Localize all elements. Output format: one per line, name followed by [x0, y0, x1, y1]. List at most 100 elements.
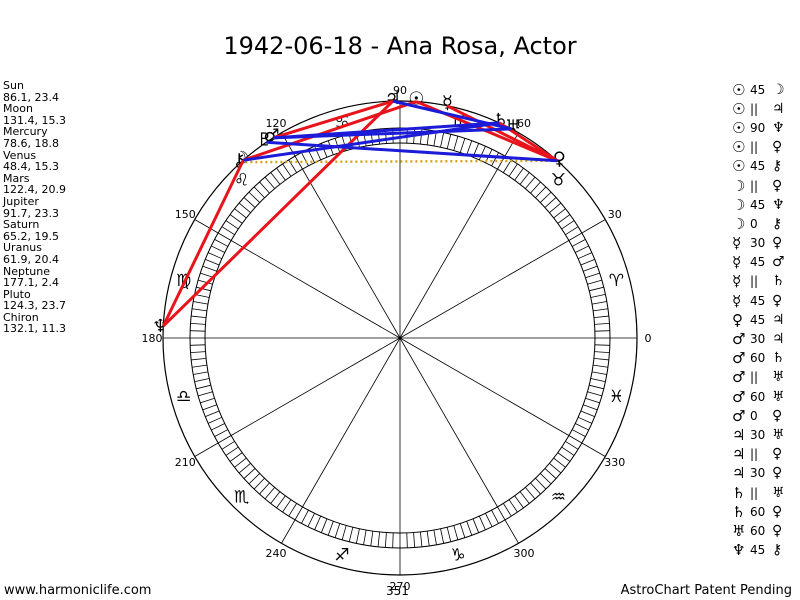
degree-tick [253, 477, 265, 490]
planet-name: Sun [3, 79, 24, 92]
planet-name: Jupiter [3, 194, 39, 208]
degree-tick [453, 525, 459, 540]
aspect-angle: || [750, 370, 759, 385]
aspect-planet-b-glyph: ♃ [772, 100, 785, 117]
aspect-angle: || [750, 274, 759, 289]
aspect-planet-b-glyph: ♄ [772, 273, 785, 290]
degree-tick [508, 499, 518, 513]
aspect-angle: 0 [750, 408, 758, 423]
aspect-planet-a-glyph: ☿ [732, 234, 742, 253]
degree-tick [243, 468, 256, 479]
degree-tick [307, 513, 315, 527]
aspect-planet-a-glyph: ♂ [732, 368, 746, 387]
degree-tick [594, 322, 610, 325]
degree-tick [202, 404, 217, 411]
degree-tick [276, 495, 286, 509]
degree-tick [198, 391, 213, 397]
aspect-row: ♃ 30 ♅ [732, 425, 798, 444]
degree-tick [355, 528, 360, 544]
aspect-line-blue [272, 127, 512, 140]
degree-tick [301, 509, 309, 524]
aspect-angle: || [750, 485, 759, 500]
house-spoke [302, 337, 401, 508]
aspect-planet-b-glyph: ♀ [772, 465, 783, 482]
aspect-row: ☉ 45 ⚷ [732, 157, 798, 176]
aspect-planet-a-glyph: ☉ [732, 157, 746, 176]
degree-tick [535, 186, 547, 199]
aspect-row: ♂ || ♅ [732, 368, 798, 387]
aspect-row: ☽ 0 ⚷ [732, 214, 798, 233]
degree-tick [587, 279, 602, 285]
degree-tick [459, 138, 466, 153]
degree-tick [334, 523, 341, 538]
degree-tick [205, 258, 220, 266]
degree-tick [446, 134, 452, 149]
degree-tick [466, 521, 473, 536]
degree-tick [314, 515, 322, 531]
planet-glyph: ♀ [553, 149, 566, 170]
degree-tick [591, 371, 607, 375]
degree-tick [440, 528, 445, 544]
degree-tick [193, 371, 209, 375]
aspect-planet-b-glyph: ☽ [772, 81, 785, 98]
degree-tick [544, 197, 557, 208]
aspect-planet-b-glyph: ♀ [772, 139, 783, 156]
footer-website: www.harmoniclife.com [4, 583, 152, 598]
aspect-line-red [162, 100, 395, 328]
aspect-planet-b-glyph: ♀ [772, 522, 783, 539]
planet-name: Venus [3, 148, 37, 162]
degree-tick [459, 523, 466, 538]
planet-values: 91.7, 23.3 [3, 206, 59, 220]
aspect-planet-b-glyph: ♅ [772, 369, 785, 386]
degree-label: 330 [604, 456, 625, 469]
aspect-line-blue [266, 140, 558, 163]
aspect-angle: 60 [750, 351, 766, 366]
aspect-planet-b-glyph: ♃ [772, 331, 785, 348]
degree-tick [221, 440, 235, 450]
aspect-angle: 30 [750, 427, 766, 442]
degree-tick [191, 364, 207, 368]
degree-label: 300 [514, 547, 535, 560]
planet-name: Mercury [3, 125, 48, 139]
aspect-planet-a-glyph: ♂ [732, 349, 746, 368]
planet-values: 131.4, 15.3 [3, 113, 66, 127]
degree-tick [544, 468, 557, 479]
degree-tick [270, 491, 281, 504]
chart-title: 1942-06-18 - Ana Rosa, Actor [223, 32, 577, 60]
degree-tick [553, 457, 566, 468]
degree-tick [276, 167, 286, 181]
degree-tick [243, 197, 256, 208]
degree-tick [248, 473, 261, 485]
aspect-planet-a-glyph: ♂ [732, 387, 746, 406]
degree-tick [525, 487, 536, 500]
planet-position-list: Sun 86.1, 23.4 Moon 131.4, 15.3 Mercury 78.6,… [3, 80, 66, 335]
aspect-planet-a-glyph: ♆ [732, 541, 746, 560]
degree-tick [193, 301, 209, 305]
degree-tick [508, 163, 518, 177]
house-spoke [399, 240, 570, 339]
degree-tick [472, 518, 480, 533]
degree-tick [519, 172, 530, 185]
degree-tick [377, 531, 381, 547]
degree-tick [594, 344, 610, 346]
degree-tick [557, 214, 571, 224]
aspect-planet-b-glyph: ♅ [772, 484, 785, 501]
aspect-row: ♆ 45 ⚷ [732, 541, 798, 560]
aspect-row: ♂ 30 ♃ [732, 329, 798, 348]
degree-tick [341, 525, 347, 540]
degree-tick [191, 357, 207, 361]
aspect-row: ☿ 30 ♀ [732, 234, 798, 253]
sign-divider [504, 132, 519, 157]
degree-tick [190, 330, 206, 332]
house-spoke [302, 168, 401, 339]
planet-values: 48.4, 15.3 [3, 160, 59, 174]
degree-tick [575, 423, 589, 431]
degree-tick [200, 397, 215, 404]
degree-tick [491, 509, 499, 524]
degree-tick [593, 357, 609, 361]
aspect-angle: || [750, 447, 759, 462]
degree-tick [301, 152, 309, 167]
degree-tick [190, 351, 206, 354]
degree-tick [282, 163, 292, 177]
